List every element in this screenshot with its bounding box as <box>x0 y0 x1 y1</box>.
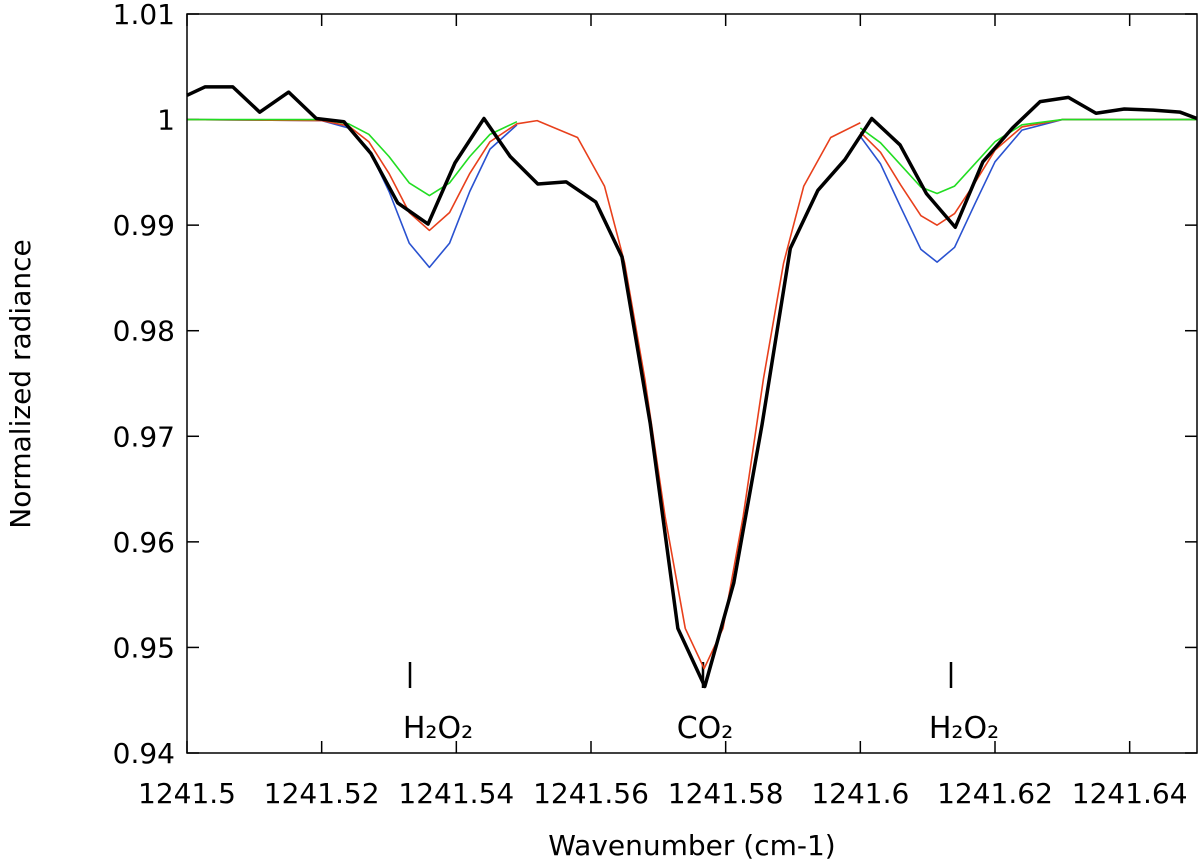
x-tick-label: 1241.56 <box>533 777 649 810</box>
y-tick-label: 1 <box>157 104 175 137</box>
x-tick-label: 1241.64 <box>1072 777 1188 810</box>
y-tick-label: 0.95 <box>113 631 175 664</box>
x-tick-label: 1241.6 <box>811 777 909 810</box>
annotation: H₂O₂ <box>929 711 999 746</box>
x-tick-label: 1241.62 <box>937 777 1053 810</box>
x-tick-label: 1241.5 <box>138 777 236 810</box>
annotation: CO₂ <box>677 711 734 746</box>
y-tick-label: 1.01 <box>113 0 175 31</box>
data-line <box>186 118 1197 269</box>
data-line <box>186 118 1197 670</box>
y-axis-title: Normalized radiance <box>4 239 37 528</box>
annotation: H₂O₂ <box>403 711 473 746</box>
x-axis-title: Wavenumber (cm-1) <box>548 829 835 862</box>
y-tick-label: 0.94 <box>113 737 175 770</box>
x-tick-label: 1241.52 <box>264 777 380 810</box>
x-tick-label: 1241.54 <box>398 777 514 810</box>
y-tick-label: 0.96 <box>113 526 175 559</box>
y-tick-label: 0.99 <box>113 209 175 242</box>
data-line <box>186 85 1198 689</box>
y-tick-label: 0.97 <box>113 420 175 453</box>
x-tick-label: 1241.58 <box>668 777 784 810</box>
plot-frame <box>186 13 1198 754</box>
y-tick-label: 0.98 <box>113 315 175 348</box>
